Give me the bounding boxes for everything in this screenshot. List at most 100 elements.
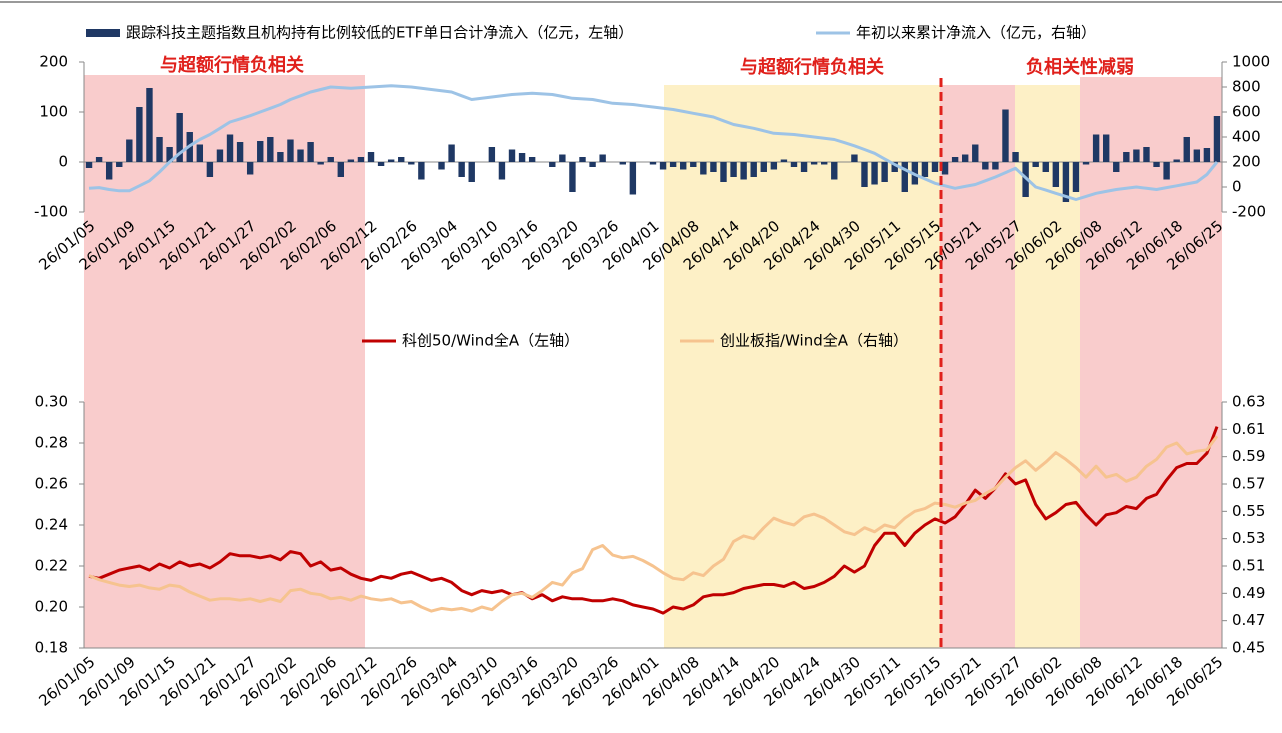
bar	[1052, 162, 1060, 187]
bar	[136, 107, 143, 162]
bar	[1042, 162, 1049, 172]
bar	[498, 162, 506, 180]
y2-tick-label: 0.47	[1232, 611, 1265, 629]
bar	[1123, 152, 1130, 162]
y-tick-label: 100	[39, 103, 68, 121]
y-tick-label: 0.26	[35, 475, 68, 493]
bar	[1213, 116, 1221, 162]
bar	[468, 162, 475, 182]
y-tick-label: 0.28	[35, 434, 68, 452]
bar	[337, 162, 345, 177]
bar	[659, 162, 667, 170]
bar	[1193, 149, 1201, 162]
shade-pink	[1080, 77, 1222, 648]
bar	[1173, 159, 1180, 162]
bar	[216, 149, 224, 162]
bar	[357, 157, 365, 162]
bar	[629, 162, 637, 195]
bar	[85, 162, 93, 168]
legend-label: 跟踪科技主题指数且机构持有比例较低的ETF单日合计净流入（亿元，左轴）	[126, 24, 633, 42]
bar	[1113, 162, 1120, 172]
bar	[790, 162, 798, 167]
y2-tick-label: 0.49	[1232, 584, 1265, 602]
bar	[921, 162, 929, 177]
bar	[246, 162, 254, 175]
bar	[720, 162, 727, 182]
bar	[95, 157, 103, 162]
y2-tick-label: 0.63	[1232, 393, 1265, 411]
y2-tick-label: 0.45	[1232, 639, 1265, 657]
bar	[760, 162, 767, 172]
y2-tick-label: 0	[1232, 178, 1242, 196]
bar	[730, 162, 737, 177]
bar	[1143, 147, 1150, 162]
bar	[871, 162, 878, 185]
bar	[700, 162, 707, 175]
bar	[236, 142, 244, 162]
bar	[146, 88, 153, 162]
shade-pink	[940, 85, 1015, 648]
y-tick-label: 0.30	[35, 393, 68, 411]
bar	[589, 162, 596, 167]
line	[88, 426, 1219, 615]
bar	[549, 162, 556, 167]
bar	[156, 137, 163, 162]
y2-tick-label: 0.55	[1232, 502, 1265, 520]
bar	[680, 162, 687, 170]
bar	[206, 162, 214, 177]
bar	[317, 162, 324, 165]
bar	[116, 162, 123, 167]
bar	[287, 139, 294, 162]
bar	[740, 162, 747, 180]
legend-swatch	[86, 29, 120, 37]
bar	[1203, 148, 1211, 162]
y-tick-label: 0.24	[35, 516, 68, 534]
annotation: 负相关性减弱	[1026, 56, 1134, 78]
bar	[176, 113, 183, 162]
y2-tick-label: 200	[1232, 153, 1261, 171]
y2-tick-label: 1000	[1232, 53, 1270, 71]
bar	[166, 147, 173, 162]
bar	[951, 157, 959, 162]
bar	[1092, 134, 1100, 162]
bar	[1082, 162, 1090, 165]
bar	[831, 162, 838, 180]
bar	[1163, 162, 1170, 180]
legend-label: 创业板指/Wind全A（右轴）	[720, 332, 908, 350]
bar	[367, 152, 375, 162]
bar	[297, 149, 304, 162]
bar	[569, 162, 576, 192]
bar	[327, 157, 334, 162]
bar	[780, 159, 788, 162]
bar	[488, 147, 496, 162]
bar	[257, 141, 264, 162]
bar	[267, 137, 274, 162]
bar	[277, 152, 284, 162]
bar	[126, 139, 133, 162]
line	[88, 84, 1219, 201]
bar	[861, 162, 868, 187]
bar	[448, 144, 455, 162]
y-tick-label: 0.22	[35, 557, 68, 575]
bar	[1032, 162, 1039, 167]
bar	[649, 162, 657, 165]
bar	[559, 154, 566, 162]
bar	[1183, 137, 1190, 162]
bar	[881, 162, 888, 182]
bar	[710, 162, 717, 172]
bar	[619, 162, 626, 165]
y2-tick-label: 0.53	[1232, 529, 1265, 547]
bar	[992, 162, 999, 170]
y2-tick-label: -200	[1232, 203, 1266, 221]
y2-tick-label: 0.59	[1232, 447, 1265, 465]
bar	[669, 162, 677, 167]
y2-tick-label: 400	[1232, 128, 1261, 146]
y2-tick-label: 0.61	[1232, 420, 1265, 438]
bar	[398, 157, 405, 162]
bar	[1153, 162, 1160, 167]
bar	[851, 154, 858, 162]
bar	[307, 142, 314, 162]
bar	[821, 162, 828, 165]
y2-tick-label: 0.51	[1232, 557, 1265, 575]
